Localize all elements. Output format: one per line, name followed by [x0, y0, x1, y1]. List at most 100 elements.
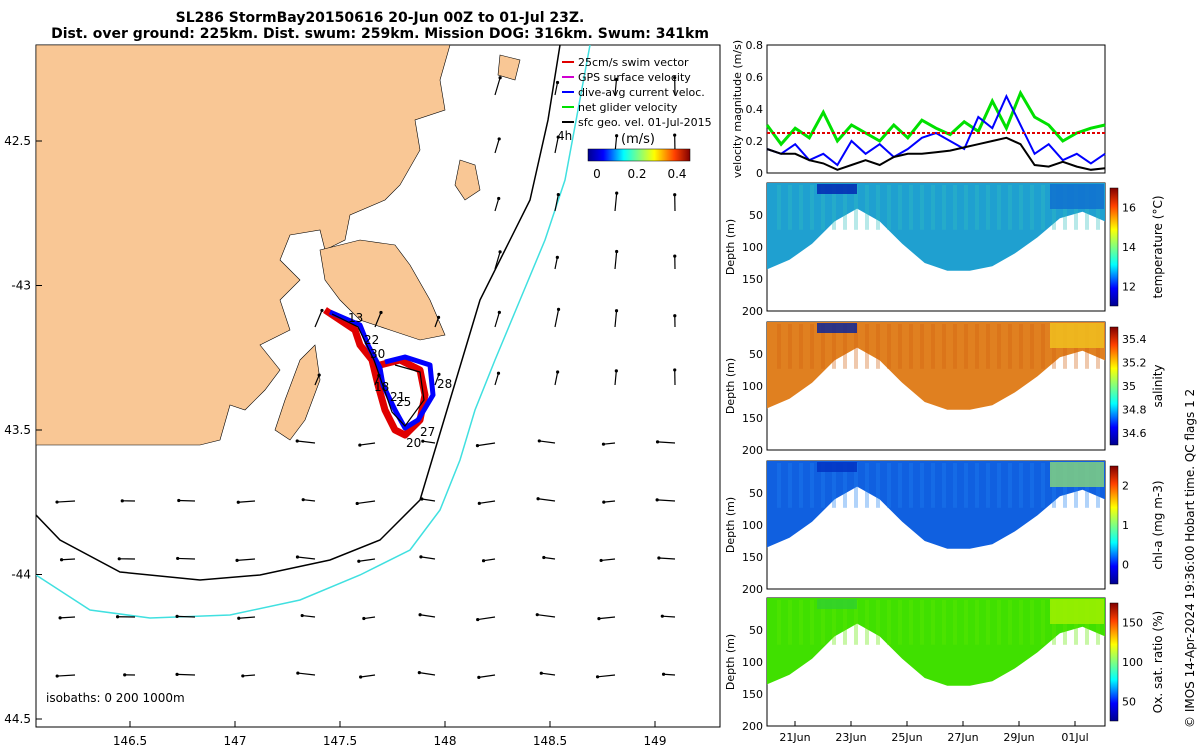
velocity-series-line [765, 89, 1106, 147]
section-surface-patch [1050, 462, 1104, 487]
isobath-200m [36, 45, 561, 581]
section-streak [920, 185, 924, 230]
geo-velocity-arrow [614, 251, 618, 270]
geo-velocity-arrowhead [498, 250, 502, 254]
section-streak [964, 185, 968, 230]
geo-velocity-arrowhead [175, 672, 179, 677]
geo-velocity-arrowhead [542, 555, 546, 560]
section-streak [788, 463, 792, 508]
section-streak [832, 600, 836, 645]
geo-velocity-arrowhead [496, 371, 501, 375]
section-streak [799, 600, 803, 645]
section-streak [1008, 600, 1012, 645]
section-streak [887, 185, 891, 230]
colorbar-tick: 150 [1122, 617, 1143, 630]
section-streak [821, 185, 825, 230]
map-y-tick: -44 [11, 568, 31, 582]
section-streak [1019, 463, 1023, 508]
geo-velocity-arrowhead [362, 616, 366, 621]
geo-velocity-arrowhead [475, 443, 480, 448]
section-streak [832, 324, 836, 369]
geo-velocity-arrowhead [601, 442, 606, 446]
geo-velocity-arrowhead [481, 559, 486, 563]
section-streak [1041, 463, 1045, 508]
section-streak [876, 463, 880, 508]
geo-velocity-arrow [177, 557, 196, 560]
colorbar-tick: 12 [1122, 280, 1136, 293]
geo-velocity-arrow [554, 194, 559, 212]
section-streak [821, 600, 825, 645]
geo-velocity-arrowhead [377, 373, 381, 378]
geo-velocity-arrowhead [615, 191, 619, 195]
map-x-tick: 148.5 [533, 734, 567, 748]
geo-velocity-arrow [663, 673, 676, 676]
section-streak [788, 185, 792, 230]
geo-velocity-arrowhead [320, 308, 324, 313]
geo-velocity-arrowhead [655, 440, 660, 444]
geo-velocity-arrowhead [355, 501, 359, 506]
section-streak [975, 185, 979, 230]
depth-y-label: Depth (m) [724, 219, 737, 275]
section-streak [1030, 324, 1034, 369]
geo-velocity-arrowhead [555, 255, 559, 259]
track-label: 13 [348, 311, 363, 325]
depth-y-label: Depth (m) [724, 497, 737, 553]
geo-velocity-arrow [554, 257, 558, 270]
geo-velocity-arrow [614, 79, 618, 96]
section-streak [887, 324, 891, 369]
geo-velocity-arrow [541, 672, 556, 676]
section-streak [1030, 185, 1034, 230]
geo-velocity-arrow [603, 500, 616, 503]
colorbar-tick: 1 [1122, 519, 1129, 532]
track-current [329, 309, 436, 431]
geo-velocity-arrow [597, 674, 616, 678]
geo-velocity-arrowhead [673, 75, 677, 80]
section-streak [777, 600, 781, 645]
geo-velocity-arrow [297, 556, 316, 560]
geo-velocity-arrow [177, 673, 196, 676]
section-streak [1008, 463, 1012, 508]
map-y-tick: -43 [11, 279, 31, 293]
geo-velocity-arrow [543, 556, 556, 560]
section-streak [788, 600, 792, 645]
section-streak [1008, 324, 1012, 369]
section-colorbar [1109, 187, 1119, 307]
section-streak [975, 324, 979, 369]
geo-velocity-arrowhead [602, 500, 606, 504]
geo-velocity-arrowhead [120, 499, 124, 503]
section-streak [920, 324, 924, 369]
section-streak [942, 463, 946, 508]
velocity-y-tick: 0.2 [746, 135, 764, 148]
section-streak [843, 324, 847, 369]
geo-velocity-arrowhead [419, 555, 423, 559]
map-legend-item: net glider velocity [578, 101, 678, 114]
geo-velocity-arrow [297, 672, 316, 676]
geo-velocity-arrow [494, 373, 500, 386]
section-streak [953, 324, 957, 369]
map-x-tick: 149 [644, 734, 667, 748]
colorbar-tick: 16 [1122, 202, 1136, 215]
section-streak [843, 185, 847, 230]
geo-velocity-arrowhead [58, 616, 62, 620]
section-streak [799, 185, 803, 230]
geo-velocity-arrowhead [595, 675, 600, 679]
section-streak [1041, 185, 1045, 230]
colorbar-tick: 100 [1122, 656, 1143, 669]
section-surface-patch [1050, 599, 1104, 624]
geo-velocity-arrow [360, 674, 376, 678]
geo-velocity-arrowhead [477, 501, 481, 505]
depth-y-tick: 200 [742, 583, 763, 596]
geo-velocity-arrow [614, 193, 618, 212]
section-streak [931, 324, 935, 369]
geo-velocity-arrow [238, 616, 256, 619]
geo-velocity-arrowhead [497, 137, 501, 141]
section-streak [821, 463, 825, 508]
section-fill [767, 322, 1105, 410]
geo-velocity-arrowhead [655, 498, 659, 502]
geo-velocity-arrowhead [599, 558, 603, 563]
section-streak [876, 600, 880, 645]
geo-velocity-arrowhead [436, 315, 441, 319]
time-x-tick: 29Jun [1003, 731, 1034, 744]
section-streak [799, 463, 803, 508]
